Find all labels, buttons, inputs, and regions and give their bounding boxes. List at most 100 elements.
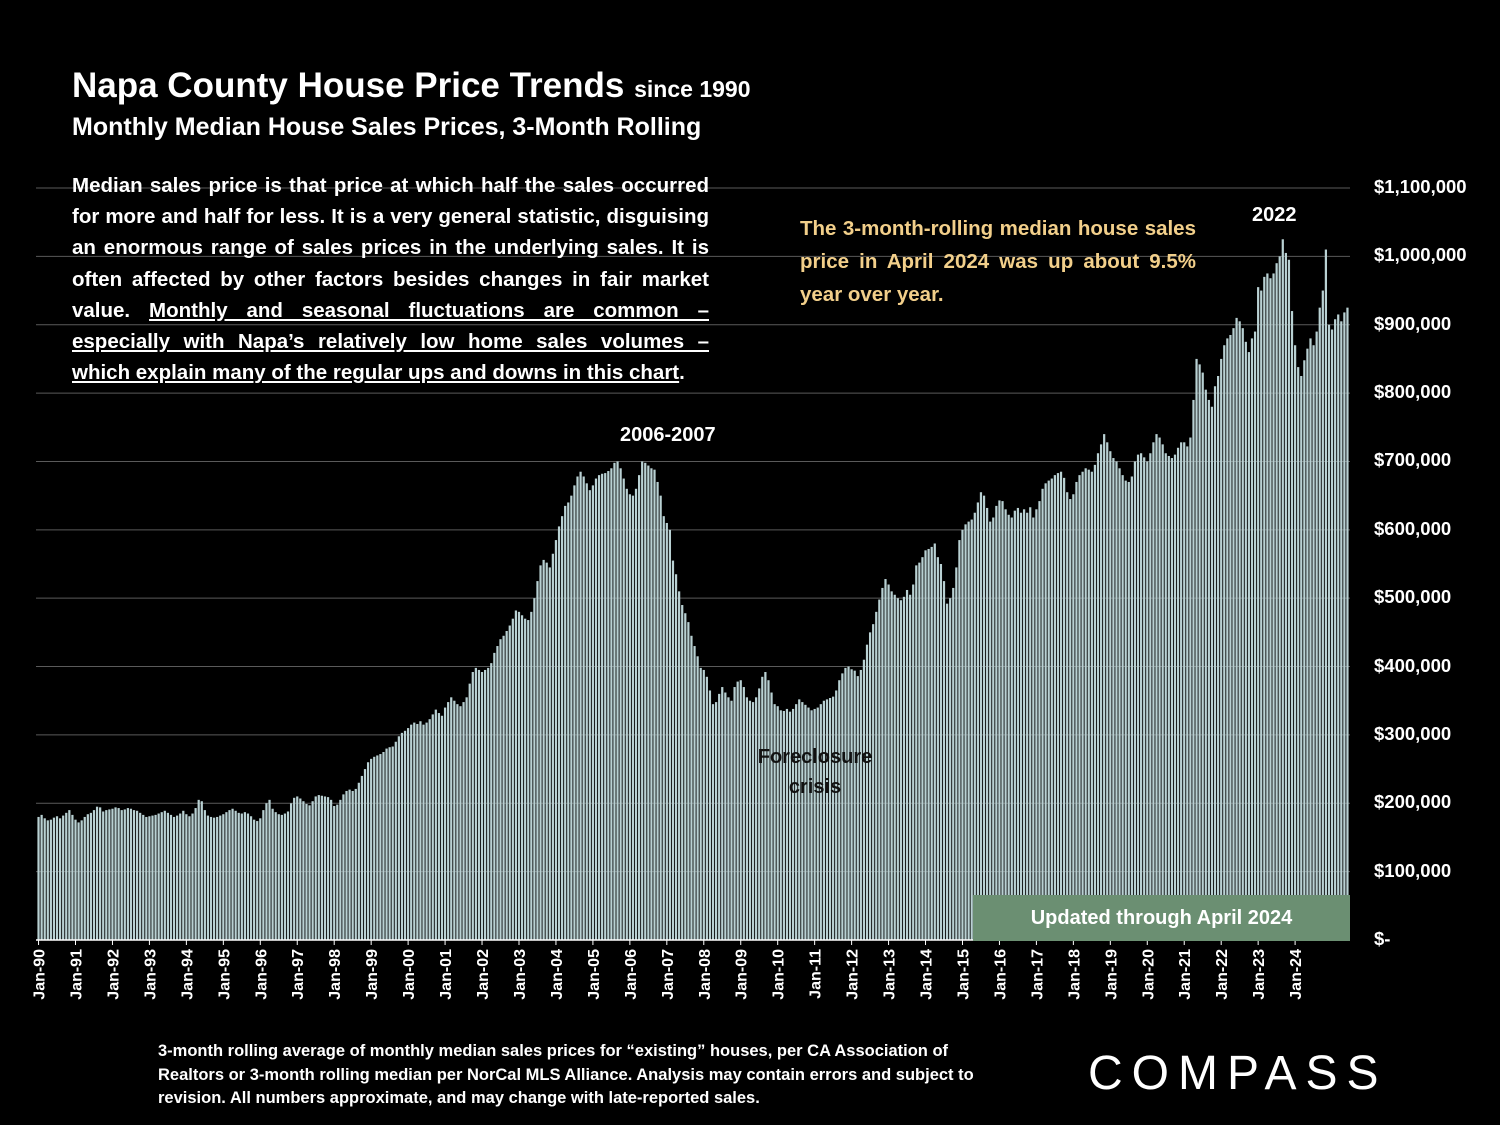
bar — [1324, 249, 1328, 940]
bar — [1213, 386, 1217, 940]
bar — [1330, 329, 1334, 940]
bar — [462, 702, 465, 940]
bar — [1109, 451, 1112, 940]
bar — [539, 565, 542, 940]
bar — [967, 521, 970, 940]
bar — [206, 815, 210, 940]
x-tick-label: Jan-09 — [734, 949, 751, 1000]
bar — [530, 611, 533, 940]
bar — [955, 567, 958, 940]
bar — [1176, 447, 1180, 940]
bar — [890, 591, 893, 940]
bar — [471, 672, 474, 940]
bar — [992, 517, 995, 940]
bar — [896, 598, 899, 940]
bar — [708, 690, 712, 940]
bar — [1053, 475, 1056, 940]
bar — [1032, 517, 1035, 940]
bar — [625, 488, 628, 940]
bar — [370, 758, 373, 940]
bar — [727, 697, 730, 940]
bar — [302, 801, 305, 940]
bar — [733, 687, 736, 940]
bar — [1180, 442, 1183, 940]
bar — [745, 697, 749, 940]
bar — [145, 816, 148, 940]
bar — [1189, 437, 1192, 940]
bar — [314, 796, 317, 940]
bar — [976, 502, 979, 940]
bar — [157, 813, 160, 940]
bar — [1038, 501, 1041, 940]
bar — [875, 611, 878, 940]
bar — [43, 818, 46, 940]
bar-series — [37, 239, 1349, 941]
bar — [410, 724, 413, 940]
y-tick-label: $700,000 — [1374, 449, 1452, 471]
bar — [1312, 345, 1315, 940]
bar — [262, 810, 265, 940]
bar — [219, 815, 222, 940]
bar — [773, 704, 776, 940]
bar — [200, 801, 203, 940]
bar — [1226, 338, 1229, 940]
bar — [166, 812, 169, 940]
bar — [1343, 312, 1346, 940]
bar — [1284, 252, 1287, 940]
bar — [169, 814, 173, 940]
bar — [647, 465, 650, 940]
bar — [1063, 477, 1066, 940]
bar — [634, 488, 638, 940]
bar — [1183, 442, 1186, 940]
bar — [360, 775, 364, 940]
bar — [856, 676, 859, 940]
bar — [902, 596, 906, 940]
bar — [511, 618, 514, 940]
x-tick-label: Jan-22 — [1214, 949, 1231, 1000]
bar — [413, 722, 416, 940]
y-tick-label: $100,000 — [1374, 859, 1452, 881]
bar — [628, 494, 631, 940]
y-tick-label: $500,000 — [1374, 586, 1452, 608]
bar — [813, 708, 816, 940]
bar — [933, 543, 936, 940]
bar — [111, 808, 114, 940]
bar — [326, 797, 330, 940]
bar — [1247, 352, 1251, 940]
bar — [979, 492, 983, 940]
x-tick-label: Jan-21 — [1177, 949, 1194, 1000]
bar — [317, 795, 320, 940]
bar — [998, 500, 1001, 940]
bar — [222, 814, 225, 940]
bar — [995, 505, 998, 940]
bar — [400, 732, 404, 940]
bar — [114, 807, 117, 940]
bar — [573, 485, 576, 940]
bar — [1167, 455, 1170, 940]
bar — [163, 810, 166, 940]
bar — [868, 632, 872, 940]
bar — [912, 584, 915, 940]
x-tick-label: Jan-04 — [549, 949, 566, 1000]
bar — [585, 483, 588, 940]
x-tick-label: Jan-10 — [771, 949, 788, 1000]
bar — [46, 820, 49, 940]
bar — [1050, 478, 1053, 940]
bar — [641, 461, 644, 940]
bar — [1204, 389, 1207, 940]
bar — [924, 550, 927, 940]
bar — [1099, 444, 1103, 940]
bar — [148, 816, 151, 940]
bar — [1016, 507, 1020, 940]
bar — [1257, 287, 1260, 940]
bar — [172, 816, 176, 940]
bar — [899, 600, 902, 940]
bar — [1056, 473, 1060, 940]
bar — [1007, 514, 1010, 940]
bar — [1112, 458, 1115, 940]
x-tick-label: Jan-01 — [438, 949, 455, 1000]
bar — [339, 799, 342, 940]
bar — [838, 680, 841, 940]
x-tick-label: Jan-93 — [142, 949, 159, 1000]
bar — [117, 808, 120, 940]
